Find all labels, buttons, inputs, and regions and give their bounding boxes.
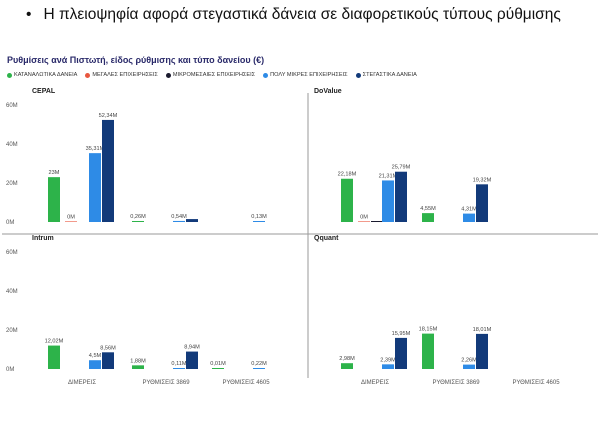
bar [395,337,407,369]
bar [341,178,353,222]
bar [186,219,198,222]
x-tick-label: ΡΥΘΜΙΣΕΙΣ 4605 [222,380,270,386]
data-label: 25,79M [392,165,411,171]
data-label: 18,15M [419,327,438,333]
bar [173,220,185,222]
data-label: 0M [67,214,75,220]
data-label: 21,31M [379,173,398,179]
bar [253,221,265,222]
headline-text: Η πλειοψηφία αφορά στεγαστικά δάνεια σε … [43,6,561,23]
data-label: 2,39M [380,357,396,363]
bar [422,333,434,369]
y-tick-label: 40M [6,142,18,148]
bar [132,365,144,369]
data-label: 19,32M [473,177,492,183]
data-label: 0,26M [130,214,146,220]
bar [476,333,488,369]
chart-title: Ρυθμίσεις ανά Πιστωτή, είδος ρύθμισης κα… [7,55,265,65]
bar [173,368,185,369]
x-tick-label: ΡΥΘΜΙΣΕΙΣ 3869 [142,380,190,386]
data-label: 0M [360,214,368,220]
data-label: 0,54M [171,214,187,220]
x-tick-label: ΡΥΘΜΙΣΕΙΣ 3869 [432,380,480,386]
data-label: 22,18M [338,172,357,178]
data-label: 0,01M [210,361,226,367]
bar [382,180,394,222]
data-label: 8,56M [100,345,116,351]
bar [341,363,353,369]
bar [463,364,475,369]
legend-marker-icon [85,72,91,78]
bar [186,351,198,369]
legend-marker-icon [7,72,12,78]
legend-item[interactable]: ΜΙΚΡΟΜΕΣΑΙΕΣ ΕΠΙΧΕΙΡΗΣΕΙΣ [165,72,256,78]
data-label: 8,94M [184,345,200,351]
data-label: 2,26M [461,358,477,364]
data-label: 0,13M [251,214,267,220]
bar [371,221,383,222]
data-label: 12,02M [45,339,64,345]
x-tick-label: ΔΙΜΕΡΕΙΣ [361,380,389,386]
legend-marker-icon [263,72,269,78]
bar [395,171,407,222]
panel-name: Intrum [32,235,54,242]
legend-label: ΠΟΛΥ ΜΙΚΡΕΣ ΕΠΙΧΕΙΡΗΣΕΙΣ [270,72,348,78]
x-tick-label: ΡΥΘΜΙΣΕΙΣ 4605 [512,380,560,386]
bar [102,119,114,222]
data-label: 15,95M [392,331,411,337]
y-tick-label: 60M [6,250,18,256]
bar [102,352,114,369]
data-label: 23M [49,170,60,176]
bar [89,153,101,222]
data-label: 4,55M [420,206,436,212]
legend-marker-icon [355,72,361,78]
data-label: 4,5M [89,353,102,359]
y-tick-label: 20M [6,328,18,334]
legend-marker-icon [165,72,171,78]
legend-label: ΚΑΤΑΝΑΛΩΤΙΚΑ ΔΑΝΕΙΑ [14,72,78,78]
data-label: 4,31M [461,207,477,213]
bullet-icon: • [26,6,32,23]
bar [382,364,394,369]
panel-name: Qquant [314,235,339,242]
bar [89,360,101,369]
y-tick-label: 0M [6,220,14,226]
panel-name: CEPAL [32,88,56,95]
chart-legend: ΚΑΤΑΝΑΛΩΤΙΚΑ ΔΑΝΕΙΑ ΜΕΓΑΛΕΣ ΕΠΙΧΕΙΡΗΣΕΙΣ Μ… [7,72,597,84]
data-label: 2,98M [339,356,355,362]
bar [65,221,77,222]
bar [48,177,60,222]
y-tick-label: 60M [6,103,18,109]
legend-item[interactable]: ΚΑΤΑΝΑΛΩΤΙΚΑ ΔΑΝΕΙΑ [7,72,77,78]
legend-label: ΣΤΕΓΑΣΤΙΚΑ ΔΑΝΕΙΑ [362,72,417,78]
legend-item[interactable]: ΣΤΕΓΑΣΤΙΚΑ ΔΑΝΕΙΑ [355,72,417,78]
bar [463,213,475,222]
bar [212,368,224,369]
bar [422,213,434,222]
bar [358,221,370,222]
y-tick-label: 40M [6,289,18,295]
legend-item[interactable]: ΜΕΓΑΛΕΣ ΕΠΙΧΕΙΡΗΣΕΙΣ [85,72,158,78]
bar [253,368,265,369]
data-label: 0,22M [251,361,267,367]
panel-name: DoValue [314,88,342,95]
x-tick-label: ΔΙΜΕΡΕΙΣ [68,380,96,386]
legend-label: ΜΕΓΑΛΕΣ ΕΠΙΧΕΙΡΗΣΕΙΣ [92,72,158,78]
legend-label: ΜΙΚΡΟΜΕΣΑΙΕΣ ΕΠΙΧΕΙΡΗΣΕΙΣ [172,72,256,78]
y-tick-label: 0M [6,367,14,373]
bar [132,221,144,222]
bar [48,345,60,369]
slide-headline: • Η πλειοψηφία αφορά στεγαστικά δάνεια σε… [26,6,561,24]
data-label: 18,01M [473,327,492,333]
data-label: 52,34M [99,113,118,119]
data-label: 0,11M [171,361,186,367]
bar [476,184,488,222]
y-tick-label: 20M [6,181,18,187]
data-label: 1,88M [130,358,146,364]
legend-item[interactable]: ΠΟΛΥ ΜΙΚΡΕΣ ΕΠΙΧΕΙΡΗΣΕΙΣ [263,72,348,78]
data-label: 35,31M [86,146,105,152]
